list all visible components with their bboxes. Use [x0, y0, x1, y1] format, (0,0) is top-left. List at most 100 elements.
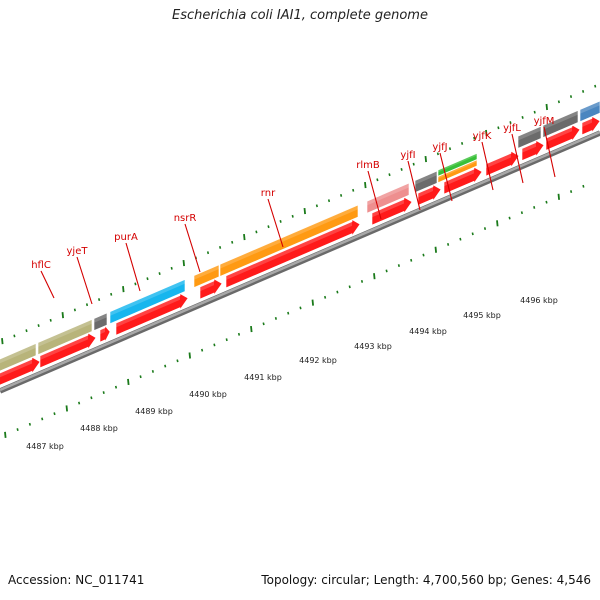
outer-tick-mark — [279, 220, 282, 223]
cds-arrow-shade — [418, 186, 433, 198]
accession-info: Accession: NC_011741 — [8, 573, 144, 587]
scale-tick-mark — [213, 343, 216, 347]
cds-arrow — [225, 219, 361, 289]
scale-tick-mark — [557, 193, 560, 200]
outer-tick-mark — [521, 115, 524, 119]
outer-tick-mark — [182, 260, 185, 267]
gene-bar-yjfJ-green-shade — [438, 153, 477, 173]
topology-label: Topology: — [261, 573, 318, 587]
gene-bar-purA-shade — [110, 279, 185, 316]
outer-tick-mark — [424, 155, 427, 163]
gene-leader-line — [40, 270, 55, 299]
scale-tick-mark — [16, 428, 19, 431]
cds-arrow — [417, 184, 442, 206]
cds-arrow — [371, 196, 413, 226]
scale-tick-mark — [422, 253, 425, 257]
kbp-label: 4488 kbp — [80, 424, 118, 433]
scale-tick-mark — [545, 200, 548, 204]
outer-tick-mark — [134, 282, 137, 286]
scale-tick-mark — [188, 352, 191, 359]
gene-leader-line — [511, 133, 524, 184]
outer-tick-mark — [25, 329, 28, 333]
outer-tick-mark — [49, 318, 52, 322]
genome-summary: Topology: circular; Length: 4,700,560 bp… — [261, 573, 591, 587]
outer-tick-mark — [340, 194, 343, 197]
cds-arrow — [443, 166, 483, 195]
scale-tick-mark — [299, 306, 302, 310]
gene-bar-hflC — [37, 318, 93, 356]
scale-tick-mark — [520, 211, 523, 215]
scale-tick-mark — [324, 295, 327, 299]
gene-label-yjfK: yjfK — [473, 131, 492, 142]
kbp-label: 4489 kbp — [135, 407, 173, 416]
gene-leader-line — [76, 256, 93, 305]
gene-bar-rnr-shade — [220, 205, 358, 269]
outer-tick-mark — [473, 136, 476, 140]
separator: ; — [365, 573, 374, 587]
gene-leader-line — [407, 160, 421, 211]
gene-bar-yjeT-shade — [94, 312, 107, 323]
topology-value: circular — [321, 573, 366, 587]
outer-tick-mark — [533, 110, 536, 114]
gene-label-rlmB: rlmB — [356, 160, 380, 171]
gene-label-yjfI: yjfI — [400, 150, 415, 161]
gene-leader-line — [543, 126, 556, 178]
scale-tick-mark — [237, 332, 241, 336]
outer-tick-mark — [364, 181, 367, 189]
scale-tick-mark — [360, 280, 364, 283]
scale-tick-mark — [53, 412, 56, 416]
scale-tick-mark — [139, 375, 142, 379]
gene-leader-line — [267, 198, 284, 248]
outer-tick-mark — [388, 173, 391, 177]
kbp-label: 4494 kbp — [409, 327, 447, 336]
scale-tick-mark — [533, 205, 536, 209]
scale-tick-mark — [65, 405, 68, 412]
outer-tick-mark — [146, 277, 149, 281]
gene-bar-hflC-shade — [38, 319, 92, 347]
outer-tick-mark — [582, 89, 585, 93]
cds-arrow-shade — [546, 127, 572, 143]
gene-bar-rnr — [219, 204, 359, 277]
outer-tick-mark — [243, 233, 246, 241]
kbp-label: 4490 kbp — [189, 390, 227, 399]
outer-tick-mark — [73, 308, 76, 312]
cds-arrow-shade — [200, 280, 214, 292]
scale-tick-mark — [78, 401, 81, 405]
kbp-label: 4495 kbp — [463, 311, 501, 320]
cds-arrow — [99, 325, 111, 343]
gene-bar-next-shade — [580, 101, 600, 114]
scale-tick-mark — [28, 422, 31, 426]
cds-arrow-shade — [0, 359, 32, 378]
scale-tick-mark — [483, 227, 487, 231]
scale-tick-mark — [90, 396, 93, 400]
outer-tick-mark — [37, 324, 40, 327]
scale-tick-mark — [385, 269, 388, 273]
outer-tick-mark — [13, 334, 16, 338]
page-title: Escherichia coli IAI1, complete genome — [172, 8, 428, 23]
cds-arrow — [545, 124, 581, 151]
cds-arrow-shade — [116, 295, 180, 328]
gene-leader-line — [439, 152, 453, 202]
outer-tick-mark — [1, 338, 4, 345]
gene-label-purA: purA — [114, 232, 138, 243]
gene-bar-yjfM-shade — [543, 110, 578, 130]
length-label: Length: — [373, 573, 420, 587]
outer-tick-mark — [594, 84, 597, 88]
outer-tick-mark — [448, 147, 452, 151]
kbp-label: 4487 kbp — [26, 442, 64, 451]
scale-tick-mark — [410, 258, 413, 262]
scale-tick-mark — [151, 369, 154, 373]
gene-bar-hflK — [0, 343, 37, 372]
scale-tick-mark — [287, 311, 290, 315]
scale-tick-mark — [262, 322, 265, 326]
outer-tick-mark — [557, 100, 560, 104]
gene-bar-yjfM — [542, 110, 579, 138]
gene-label-hflC: hflC — [31, 260, 51, 271]
gene-bar-nsrR — [193, 264, 220, 289]
outer-tick-mark — [122, 286, 125, 293]
scale-tick-mark — [225, 338, 228, 342]
cds-arrow — [521, 140, 545, 161]
scale-tick-mark — [397, 264, 400, 268]
scale-tick-mark — [127, 378, 130, 386]
